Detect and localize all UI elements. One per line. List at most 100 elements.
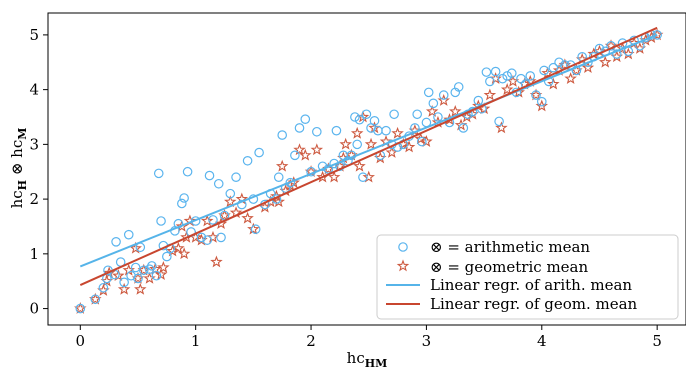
y-tick-label: 0 <box>29 300 39 318</box>
geometric-point <box>420 135 433 147</box>
y-tick-label: 5 <box>29 26 39 44</box>
plot-area: 0 1 2 3 4 5 0 1 2 3 4 5 <box>29 12 686 350</box>
arithmetic-point <box>225 188 236 199</box>
arithmetic-point <box>611 49 622 59</box>
geometric-point <box>214 217 228 230</box>
geometric-point <box>310 143 324 156</box>
arithmetic-point <box>497 73 508 84</box>
geometric-point <box>547 77 560 90</box>
arithmetic-point <box>111 237 121 247</box>
arithmetic-point <box>617 38 628 48</box>
arithmetic-point <box>539 65 549 76</box>
geometric-point <box>364 137 378 150</box>
geometric-point <box>272 195 285 208</box>
arithmetic-point <box>536 96 547 107</box>
arithmetic-point <box>213 178 224 189</box>
geometric-point <box>449 104 462 117</box>
geometric-point <box>293 143 306 156</box>
arithmetic-point <box>490 66 501 77</box>
geometric-point <box>437 94 450 106</box>
regression-lines <box>79 26 658 286</box>
arithmetic-point <box>554 57 564 68</box>
arithmetic-point <box>438 90 449 100</box>
arithmetic-point <box>90 294 101 305</box>
geometric-point <box>177 247 191 260</box>
x-tick-label: 3 <box>422 332 432 350</box>
arithmetic-point <box>369 116 380 126</box>
y-tick-label: 4 <box>29 81 39 99</box>
geometric-point <box>489 72 502 85</box>
geometric-point <box>157 260 170 273</box>
x-tick-label: 1 <box>191 332 201 350</box>
arithmetic-point <box>231 172 241 183</box>
arithmetic-point <box>300 114 311 124</box>
arithmetic-point <box>389 109 399 120</box>
arithmetic-point <box>531 90 541 100</box>
geometric-point <box>500 83 514 95</box>
legend-box <box>376 234 679 320</box>
arithmetic-point <box>506 68 517 79</box>
arithmetic-point <box>151 270 162 281</box>
geometric-point <box>391 126 404 139</box>
arithmetic-point <box>381 125 391 136</box>
arithmetic-point <box>130 262 141 273</box>
legend: ⊗ = arithmetic mean ⊗ = geometric mean L… <box>376 234 679 320</box>
arithmetic-point <box>516 73 526 84</box>
arithmetic-point <box>123 229 134 240</box>
x-tick-label: 4 <box>537 332 547 350</box>
arithmetic-point <box>453 82 464 92</box>
arithmetic-point <box>254 147 264 158</box>
geometric-point <box>299 148 312 161</box>
geometric-point <box>483 88 497 101</box>
arithmetic-point <box>423 87 434 98</box>
geometric-point <box>210 255 223 268</box>
arithmetic-point <box>525 71 536 81</box>
x-tick-label: 0 <box>76 332 86 350</box>
geometric-point <box>117 282 131 295</box>
legend-star-marker <box>396 259 410 272</box>
geometric-point <box>134 282 147 295</box>
legend-label-arith-regression: Linear regr. of arith. mean <box>430 276 632 294</box>
arithmetic-point <box>502 71 512 81</box>
arithmetic-point <box>358 172 368 183</box>
geometric-point <box>564 72 577 85</box>
arithmetic-point <box>354 114 365 125</box>
geometric-point <box>129 241 142 254</box>
geometric-point <box>581 61 595 74</box>
arithmetic-point <box>548 62 559 73</box>
y-axis-label: hcH ⊗ hcM <box>8 128 29 209</box>
arithmetic-point <box>138 265 149 276</box>
legend-label-geom-regression: Linear regr. of geom. mean <box>430 295 638 313</box>
legend-item-geom-regression: Linear regr. of geom. mean <box>386 295 638 313</box>
geometric-point <box>224 195 237 208</box>
arithmetic-point <box>331 125 342 136</box>
arithmetic-point <box>458 123 469 133</box>
geometric-point <box>350 126 364 139</box>
geometric-point <box>241 211 254 224</box>
geometric-point <box>425 104 439 117</box>
arithmetic-point <box>208 215 218 225</box>
geometric-point <box>599 55 612 68</box>
arithmetic-point <box>153 168 164 179</box>
legend-label-geometric: ⊗ = geometric mean <box>430 258 588 276</box>
arithmetic-point <box>412 109 422 120</box>
arithmetic-point <box>417 136 427 147</box>
axes-frame <box>47 12 686 326</box>
legend-circle-marker <box>398 242 408 252</box>
arithmetic-point <box>98 282 109 293</box>
arithmetic-point <box>204 170 215 181</box>
arithmetic-point <box>196 232 207 243</box>
geometric-point <box>402 140 416 153</box>
geometric-point <box>275 159 289 172</box>
x-tick-label: 2 <box>306 332 316 350</box>
arithmetic-point <box>481 67 492 77</box>
geometric-point <box>414 132 427 145</box>
arithmetic-point <box>312 126 322 137</box>
geometric-point <box>200 214 214 227</box>
y-tick-label: 2 <box>29 190 39 208</box>
arithmetic-point <box>317 161 328 172</box>
legend-label-arithmetic: ⊗ = arithmetic mean <box>430 238 590 256</box>
legend-item-arithmetic: ⊗ = arithmetic mean <box>398 238 590 256</box>
geometric-point <box>339 137 352 150</box>
